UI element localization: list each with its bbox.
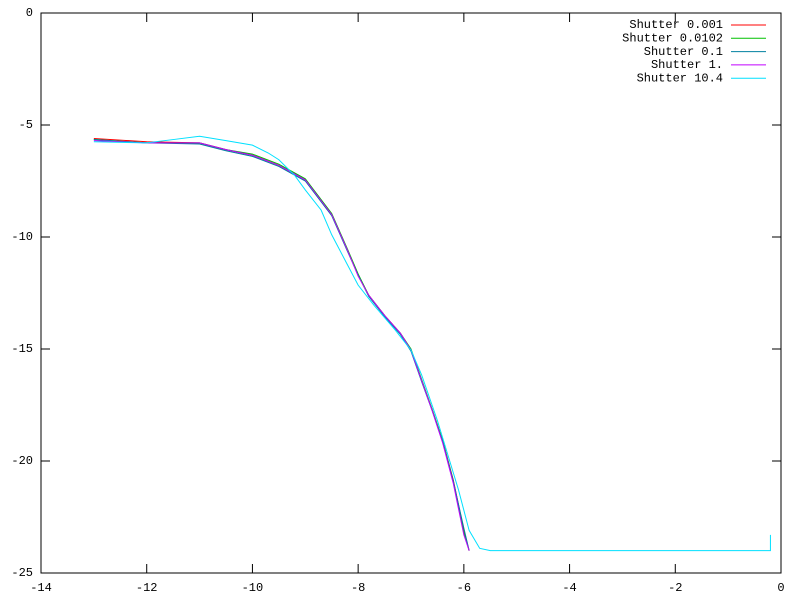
x-tick-label: -12	[136, 581, 158, 595]
x-tick-label: -2	[668, 581, 682, 595]
y-tick-label: 0	[26, 6, 33, 20]
series-line	[93, 140, 470, 551]
legend-label: Shutter 0.0102	[622, 31, 723, 45]
y-tick-label: -25	[11, 566, 33, 580]
legend-label: Shutter 0.001	[629, 18, 723, 32]
plot-border	[40, 12, 782, 574]
x-tick-label: -8	[351, 581, 365, 595]
x-tick-label: -14	[30, 581, 52, 595]
legend-label: Shutter 10.4	[637, 71, 723, 85]
x-tick-label: -10	[242, 581, 264, 595]
x-tick-label: -6	[457, 581, 471, 595]
legend-label: Shutter 1.	[651, 58, 723, 72]
y-tick-label: -5	[19, 118, 33, 132]
y-tick-label: -20	[11, 454, 33, 468]
legend-label: Shutter 0.1	[644, 45, 723, 59]
y-tick-label: -15	[11, 342, 33, 356]
x-tick-label: -4	[562, 581, 576, 595]
x-tick-label: 0	[777, 581, 784, 595]
series-line	[93, 135, 771, 552]
y-tick-label: -10	[11, 230, 33, 244]
